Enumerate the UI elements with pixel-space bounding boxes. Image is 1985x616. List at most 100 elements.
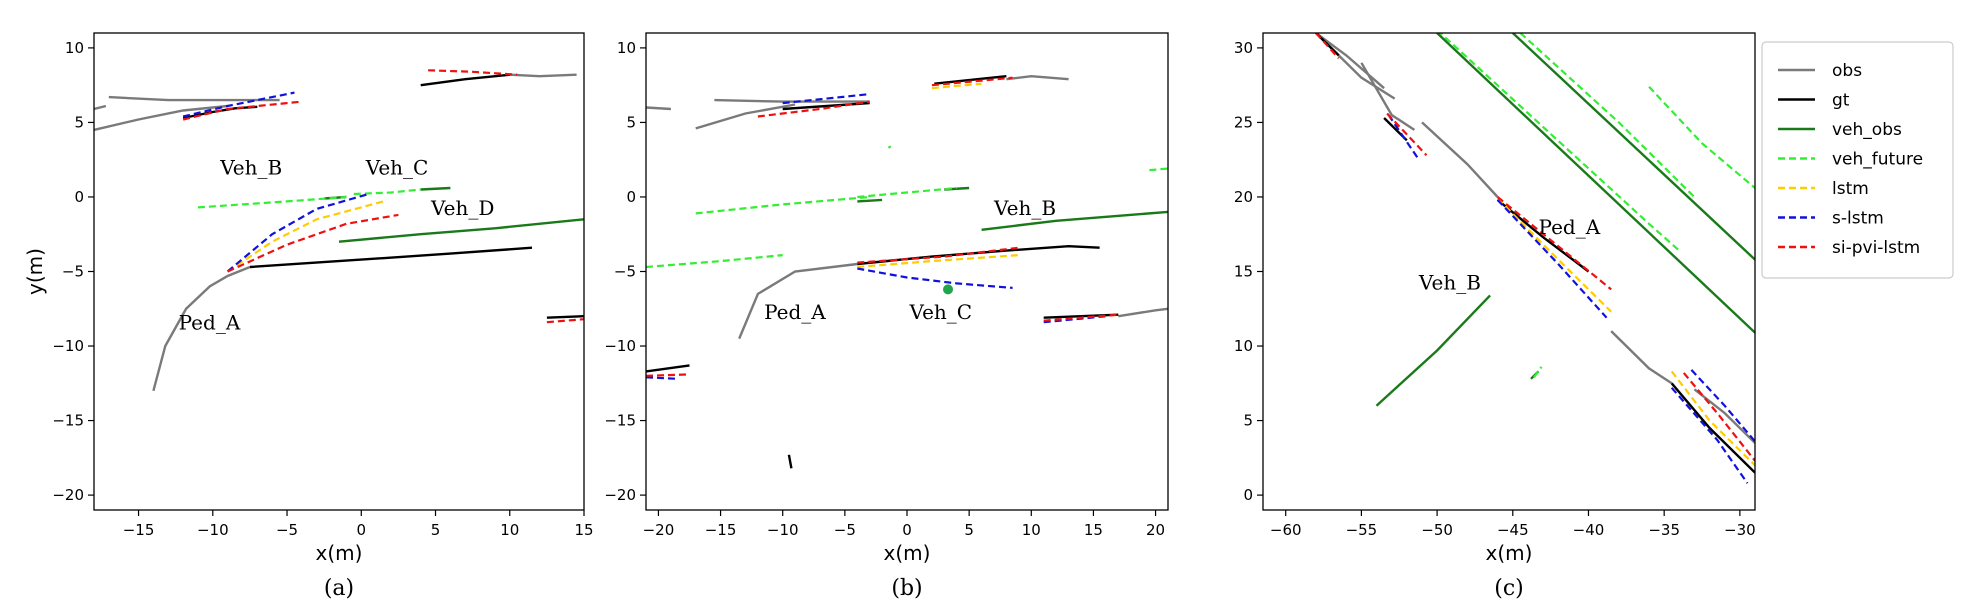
x-tick-label: −10 bbox=[197, 521, 229, 539]
series-gt-5 bbox=[249, 246, 533, 269]
series-obs-3 bbox=[1421, 121, 1499, 198]
y-tick-label: −5 bbox=[614, 263, 636, 281]
series-si-pvi-lstm-17 bbox=[227, 213, 399, 273]
series-si-pvi-lstm-26 bbox=[857, 246, 1020, 264]
series-veh_future-15 bbox=[646, 254, 783, 269]
series-obs-1 bbox=[646, 106, 671, 111]
series-veh_future-18 bbox=[887, 145, 892, 149]
series-obs-2 bbox=[695, 103, 796, 130]
series-si-pvi-lstm-24 bbox=[1496, 196, 1612, 291]
plot-frame bbox=[1262, 32, 1756, 511]
series-veh_future-17 bbox=[1533, 366, 1543, 378]
series-lstm-19 bbox=[1670, 370, 1755, 467]
series-gt-7 bbox=[1670, 382, 1755, 474]
series-s-lstm-25 bbox=[646, 376, 678, 380]
series-veh_obs-11 bbox=[1436, 33, 1755, 334]
legend-label-obs: obs bbox=[1832, 61, 1862, 81]
annotation-veh-b: Veh_B bbox=[993, 196, 1056, 220]
series-gt-11 bbox=[787, 454, 793, 469]
x-tick-label: 15 bbox=[1084, 521, 1103, 539]
series-obs-4 bbox=[1610, 330, 1673, 385]
annotation-veh-c: Veh_C bbox=[365, 156, 429, 180]
y-tick-label: −10 bbox=[52, 337, 84, 355]
annotation-veh-b: Veh_B bbox=[219, 156, 282, 180]
series-veh_future-19 bbox=[1149, 167, 1168, 172]
x-axis-label: x(m) bbox=[884, 541, 931, 565]
series-obs-4 bbox=[509, 73, 577, 78]
y-tick-label: 15 bbox=[1234, 263, 1253, 281]
annotation-veh-b: Veh_B bbox=[1418, 270, 1481, 294]
series-gt-8 bbox=[546, 315, 584, 319]
y-tick-label: 0 bbox=[626, 188, 636, 206]
series-obs-3 bbox=[94, 104, 107, 111]
series-si-pvi-lstm-25 bbox=[1386, 112, 1428, 156]
series-si-pvi-lstm-30 bbox=[646, 373, 690, 377]
x-tick-label: −15 bbox=[123, 521, 155, 539]
plot-area: Veh_B Ped_A Veh_C bbox=[646, 74, 1168, 469]
series-veh_future-12 bbox=[197, 195, 347, 209]
x-tick-label: −5 bbox=[834, 521, 856, 539]
series-obs-2 bbox=[1360, 62, 1416, 131]
annotation-ped-a: Ped_A bbox=[1539, 215, 1601, 239]
plot-frame bbox=[645, 32, 1169, 511]
marker-veh-c bbox=[943, 284, 954, 295]
series-veh_obs-9 bbox=[338, 218, 584, 243]
series-obs-4 bbox=[1006, 74, 1069, 81]
y-tick-label: −10 bbox=[604, 337, 636, 355]
series-veh_future-13 bbox=[353, 188, 421, 196]
legend-label-s-lstm: s-lstm bbox=[1832, 209, 1884, 229]
x-tick-label: 10 bbox=[1022, 521, 1041, 539]
series-s-lstm-23 bbox=[782, 93, 870, 105]
series-si-pvi-lstm-27 bbox=[1315, 33, 1340, 60]
x-axis-label: x(m) bbox=[1486, 541, 1533, 565]
series-si-pvi-lstm-19 bbox=[428, 69, 518, 76]
x-axis-label: x(m) bbox=[316, 541, 363, 565]
series-veh_obs-10 bbox=[420, 186, 451, 191]
x-tick-label: −30 bbox=[1724, 521, 1756, 539]
annotation-ped-a: Ped_A bbox=[764, 300, 826, 324]
series-veh_obs-12 bbox=[1511, 33, 1755, 261]
series-veh_obs-12 bbox=[981, 210, 1168, 231]
y-tick-label: 10 bbox=[65, 39, 84, 57]
series-obs-5 bbox=[1693, 388, 1755, 444]
series-si-pvi-lstm-20 bbox=[546, 318, 584, 324]
y-tick-label: 30 bbox=[1234, 39, 1253, 57]
x-tick-label: −45 bbox=[1497, 521, 1529, 539]
y-tick-label: −15 bbox=[604, 412, 636, 430]
x-tick-label: −60 bbox=[1270, 521, 1302, 539]
y-tick-label: 0 bbox=[74, 188, 84, 206]
y-tick-label: −15 bbox=[52, 412, 84, 430]
y-tick-label: 10 bbox=[1234, 337, 1253, 355]
series-obs-3 bbox=[714, 98, 870, 103]
series-gt-8 bbox=[934, 75, 1007, 85]
panel-2: Veh_B Ped_A Veh_C −20 −15 −10 −5 0 5 10 15 20 −20 −15… bbox=[604, 32, 1169, 601]
series-obs-1 bbox=[1315, 33, 1385, 90]
y-tick-label: 5 bbox=[1243, 412, 1253, 430]
y-tick-label: 10 bbox=[617, 39, 636, 57]
series-s-lstm-20 bbox=[1496, 199, 1608, 319]
series-si-pvi-lstm-26 bbox=[1682, 372, 1755, 462]
subfigure-label: (a) bbox=[324, 576, 354, 601]
series-obs-5 bbox=[1118, 307, 1168, 318]
series-obs-0 bbox=[152, 265, 251, 392]
y-tick-label: −20 bbox=[604, 486, 636, 504]
series-veh_future-16 bbox=[695, 195, 870, 215]
series-obs-0 bbox=[738, 262, 858, 340]
series-s-lstm-21 bbox=[1387, 114, 1420, 161]
legend-label-veh_obs: veh_obs bbox=[1832, 120, 1902, 140]
series-veh_future-14 bbox=[1438, 33, 1681, 252]
series-veh_obs-14 bbox=[857, 198, 883, 203]
series-s-lstm-16 bbox=[182, 91, 295, 118]
x-tick-label: 0 bbox=[356, 521, 366, 539]
series-lstm-21 bbox=[931, 82, 982, 90]
x-tick-label: −55 bbox=[1346, 521, 1378, 539]
y-tick-label: 5 bbox=[626, 113, 636, 131]
series-si-pvi-lstm-28 bbox=[931, 76, 1013, 87]
series-obs-1 bbox=[94, 104, 228, 132]
plot-frame bbox=[93, 32, 585, 511]
